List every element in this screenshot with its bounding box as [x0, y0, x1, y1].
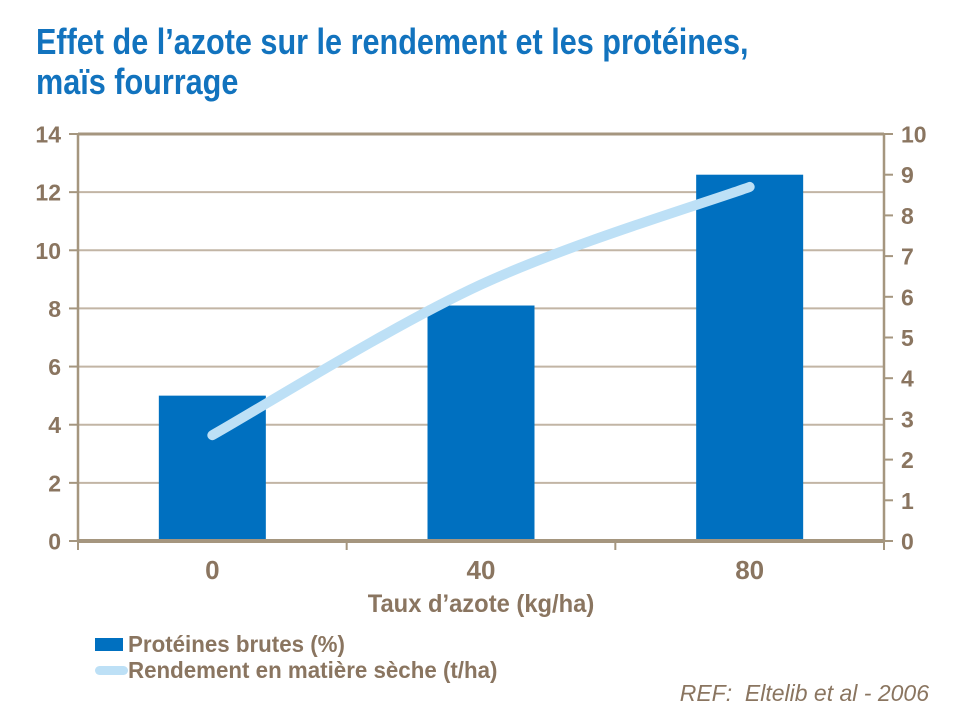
- legend-label: Protéines brutes (%): [128, 630, 345, 657]
- chart-title: Effet de l’azote sur le rendement et les…: [36, 21, 749, 102]
- y-right-tick-label: 8: [901, 203, 914, 229]
- y-left-tick-label: 4: [48, 412, 61, 438]
- y-right-tick-label: 1: [901, 488, 914, 514]
- x-axis-title: Taux d’azote (kg/ha): [367, 590, 595, 618]
- y-left-tick-label: 8: [48, 296, 61, 322]
- legend-item: Rendement en matière sèche (t/ha): [95, 657, 509, 683]
- x-tick-label: 80: [735, 555, 764, 585]
- legend-item: Protéines brutes (%): [95, 631, 509, 657]
- y-right-tick-label: 7: [901, 244, 914, 270]
- y-right-tick-label: 0: [901, 529, 914, 555]
- y-right-tick-label: 4: [901, 366, 914, 392]
- x-tick-label: 40: [467, 555, 496, 585]
- y-right-tick-label: 2: [901, 447, 914, 473]
- y-left-tick-label: 2: [48, 470, 61, 496]
- y-left-tick-label: 6: [48, 354, 61, 380]
- bar-proteines: [696, 174, 804, 541]
- y-right-tick-label: 5: [901, 325, 914, 351]
- bar-series-swatch: [95, 637, 128, 651]
- line-rendement: [207, 181, 755, 441]
- line-swatch-icon: [95, 665, 128, 675]
- y-right-tick-label: 10: [901, 122, 927, 148]
- reference-text: REF: Eltelib et al - 2006: [679, 680, 929, 706]
- bar-proteines: [427, 305, 535, 541]
- y-left-tick-label: 12: [35, 180, 61, 206]
- y-right-tick-label: 9: [901, 162, 914, 188]
- y-right-tick-label: 3: [901, 406, 914, 432]
- line-series-swatch: [95, 665, 128, 675]
- y-left-tick-label: 10: [35, 238, 61, 264]
- legend: Protéines brutes (%) Rendement en matière…: [95, 631, 509, 683]
- y-left-tick-label: 14: [35, 122, 61, 148]
- y-left-tick-label: 0: [48, 529, 61, 555]
- x-tick-label: 0: [205, 555, 219, 585]
- y-right-tick-label: 6: [901, 284, 914, 310]
- bar-swatch-icon: [95, 637, 123, 651]
- legend-label: Rendement en matière sèche (t/ha): [128, 656, 498, 683]
